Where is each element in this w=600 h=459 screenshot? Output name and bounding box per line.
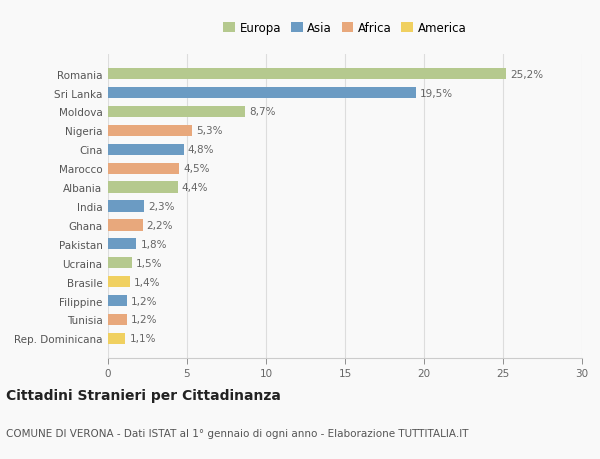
Bar [108,125,192,137]
Bar [108,314,127,325]
Text: 1,5%: 1,5% [136,258,162,268]
Bar [108,88,416,99]
Bar [108,333,125,344]
Bar [108,144,184,156]
Text: 2,3%: 2,3% [148,202,175,212]
Text: 25,2%: 25,2% [510,69,543,79]
Bar [108,276,130,288]
Text: 19,5%: 19,5% [420,89,453,98]
Bar [108,182,178,193]
Bar [108,239,136,250]
Text: 4,5%: 4,5% [183,164,209,174]
Text: 5,3%: 5,3% [196,126,222,136]
Text: Cittadini Stranieri per Cittadinanza: Cittadini Stranieri per Cittadinanza [6,388,281,403]
Bar [108,69,506,80]
Bar [108,295,127,307]
Text: 1,8%: 1,8% [140,239,167,249]
Text: 1,2%: 1,2% [131,296,157,306]
Bar [108,201,145,212]
Text: COMUNE DI VERONA - Dati ISTAT al 1° gennaio di ogni anno - Elaborazione TUTTITAL: COMUNE DI VERONA - Dati ISTAT al 1° genn… [6,428,469,438]
Text: 1,1%: 1,1% [130,334,156,344]
Text: 1,4%: 1,4% [134,277,161,287]
Bar [108,220,143,231]
Text: 4,4%: 4,4% [181,183,208,193]
Bar [108,257,132,269]
Text: 2,2%: 2,2% [147,220,173,230]
Text: 8,7%: 8,7% [250,107,276,117]
Bar [108,163,179,174]
Bar [108,106,245,118]
Text: 1,2%: 1,2% [131,315,157,325]
Legend: Europa, Asia, Africa, America: Europa, Asia, Africa, America [220,18,470,39]
Text: 4,8%: 4,8% [188,145,214,155]
